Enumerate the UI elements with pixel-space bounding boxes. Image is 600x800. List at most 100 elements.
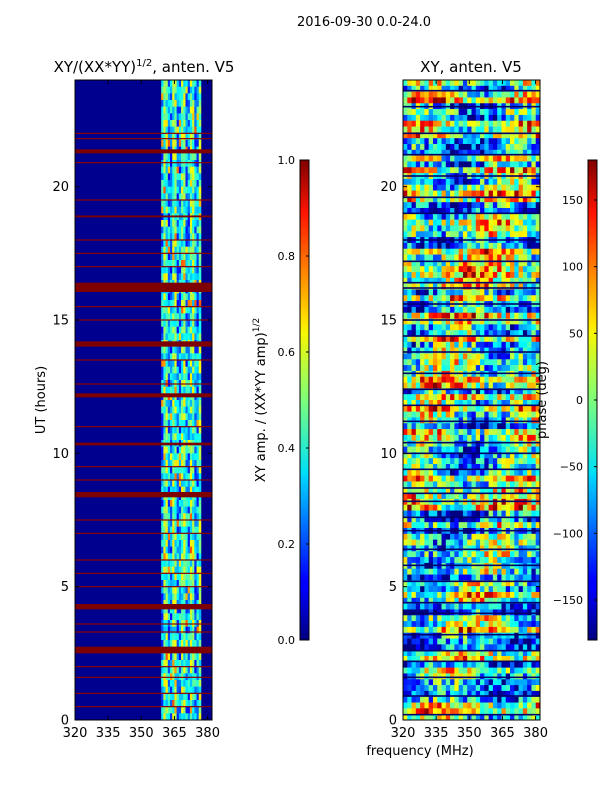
phase-cell bbox=[428, 615, 434, 622]
phase-cell bbox=[514, 626, 519, 634]
amplitude-cell bbox=[196, 120, 200, 127]
phase-cell bbox=[441, 336, 447, 343]
phase-cell bbox=[518, 324, 524, 331]
phase-cell bbox=[484, 359, 489, 366]
phase-cell bbox=[437, 469, 442, 476]
phase-cell bbox=[514, 481, 519, 488]
phase-cell bbox=[522, 394, 528, 401]
phase-cell bbox=[522, 621, 528, 628]
phase-cell bbox=[527, 400, 532, 407]
phase-cell bbox=[462, 429, 468, 436]
phase-cell bbox=[424, 464, 429, 471]
phase-cell bbox=[454, 411, 459, 418]
phase-cell bbox=[420, 318, 425, 325]
phase-cell bbox=[480, 149, 485, 156]
phase-cell bbox=[527, 283, 532, 290]
phase-cell bbox=[428, 208, 434, 215]
phase-cell bbox=[488, 132, 494, 139]
amplitude-cell bbox=[198, 120, 202, 127]
phase-cell bbox=[480, 481, 485, 488]
phase-cell bbox=[411, 405, 417, 412]
phase-cell bbox=[484, 586, 489, 593]
phase-cell bbox=[492, 376, 498, 383]
phase-cell bbox=[527, 533, 532, 540]
amplitude-cell bbox=[170, 700, 173, 707]
amplitude-cell bbox=[178, 346, 182, 354]
phase-cell bbox=[458, 231, 464, 238]
phase-cell bbox=[441, 434, 447, 442]
phase-cell bbox=[527, 242, 532, 250]
phase-cell bbox=[505, 161, 511, 168]
phase-cell bbox=[518, 592, 524, 599]
phase-cell bbox=[535, 266, 540, 273]
phase-cell bbox=[535, 638, 540, 645]
phase-cell bbox=[518, 493, 524, 500]
phase-cell bbox=[535, 545, 540, 552]
amplitude-cell bbox=[167, 226, 171, 234]
phase-cell bbox=[510, 586, 515, 593]
phase-cell bbox=[531, 464, 537, 471]
phase-cell bbox=[471, 80, 477, 87]
phase-cell bbox=[492, 336, 498, 343]
phase-cell bbox=[488, 475, 494, 482]
amplitude-cell bbox=[194, 100, 197, 107]
phase-cell bbox=[484, 161, 489, 168]
phase-cell bbox=[454, 289, 459, 296]
amplitude-cell bbox=[167, 246, 171, 254]
phase-cell bbox=[497, 341, 502, 348]
amplitude-cell bbox=[183, 153, 186, 161]
amplitude-cell bbox=[181, 300, 184, 307]
phase-cell bbox=[522, 458, 528, 465]
phase-cell bbox=[432, 295, 438, 302]
phase-cell bbox=[450, 376, 455, 383]
phase-cell bbox=[471, 510, 477, 517]
phase-cell bbox=[420, 417, 425, 424]
phase-cell bbox=[492, 568, 498, 575]
phase-cell bbox=[424, 190, 429, 197]
phase-cell bbox=[441, 260, 447, 267]
amplitude-colorbar-tick-label: 0.0 bbox=[278, 634, 296, 647]
phase-cell bbox=[420, 155, 425, 162]
phase-cell bbox=[505, 149, 511, 156]
amplitude-cell bbox=[192, 520, 195, 527]
phase-cell bbox=[471, 446, 477, 453]
amplitude-cell bbox=[167, 560, 171, 567]
amplitude-cell bbox=[198, 553, 202, 561]
amplitude-cell bbox=[189, 520, 193, 527]
amplitude-cell bbox=[161, 693, 164, 701]
phase-cell bbox=[518, 120, 524, 127]
amplitude-cell bbox=[196, 433, 200, 441]
amplitude-cell bbox=[161, 86, 164, 94]
amplitude-cell bbox=[172, 353, 175, 361]
phase-cell bbox=[501, 272, 507, 279]
phase-cell bbox=[475, 545, 481, 552]
phase-cell bbox=[510, 423, 515, 430]
phase-cell bbox=[441, 196, 447, 203]
phase-cell bbox=[407, 138, 412, 145]
amplitude-cell bbox=[176, 386, 180, 394]
amplitude-panel-title: XY/(XX*YY)1/2, anten. V5 bbox=[54, 58, 235, 76]
amplitude-cell bbox=[163, 240, 166, 247]
phase-cell bbox=[527, 539, 532, 546]
phase-cell bbox=[492, 248, 498, 255]
phase-cell bbox=[492, 266, 498, 273]
amplitude-cell bbox=[165, 166, 169, 174]
amplitude-cell bbox=[172, 193, 175, 201]
phase-cell bbox=[450, 388, 455, 395]
phase-cell bbox=[531, 318, 537, 325]
phase-cell bbox=[424, 266, 429, 273]
phase-cell bbox=[424, 149, 429, 156]
amplitude-cell bbox=[178, 460, 182, 467]
phase-cell bbox=[492, 446, 498, 453]
amplitude-cell bbox=[189, 613, 193, 621]
amplitude-cell bbox=[198, 686, 202, 694]
phase-cell bbox=[445, 91, 451, 98]
amplitude-cell bbox=[163, 120, 166, 127]
phase-cell bbox=[514, 440, 519, 447]
amplitude-cell bbox=[187, 420, 191, 427]
phase-cell bbox=[411, 446, 417, 453]
phase-cell bbox=[403, 109, 408, 116]
amplitude-cell bbox=[194, 553, 197, 561]
phase-cell bbox=[510, 452, 515, 459]
phase-cell bbox=[462, 306, 468, 314]
